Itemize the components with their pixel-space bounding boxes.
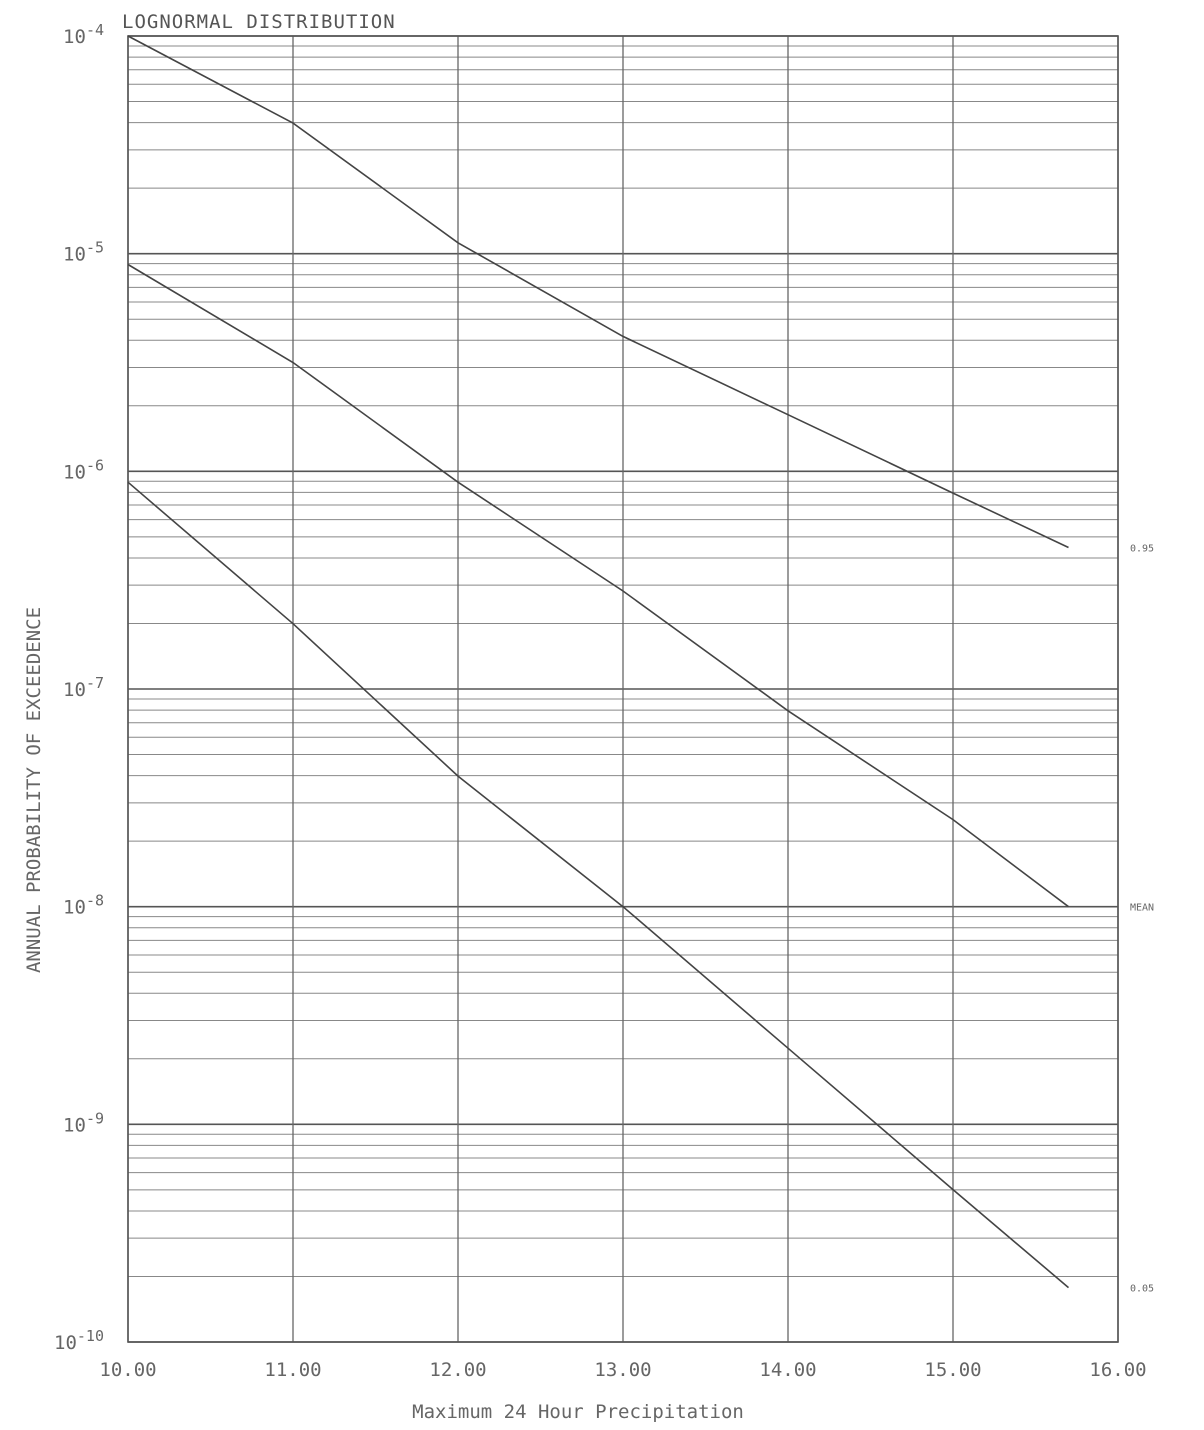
series-label: MEAN	[1130, 903, 1154, 914]
y-tick-label: 10-8	[63, 892, 104, 919]
series-line	[127, 35, 1069, 549]
series-label: 0.95	[1130, 544, 1154, 555]
series-lines	[127, 35, 1070, 1289]
series-line	[127, 263, 1069, 908]
y-tick-labels: 10-4 10-5 10-6 10-7 10-8 10-9 10-10	[54, 21, 104, 1354]
y-tick-label: 10-9	[63, 1109, 104, 1136]
x-tick-label: 11.00	[264, 1359, 321, 1381]
x-tick-label: 10.00	[99, 1359, 156, 1381]
y-tick-label: 10-4	[63, 21, 104, 48]
y-tick-label: 10-7	[63, 674, 104, 701]
y-tick-label: 10-10	[54, 1327, 104, 1354]
grid	[127, 35, 1119, 1343]
x-tick-label: 14.00	[759, 1359, 816, 1381]
x-tick-labels: 10.00 11.00 12.00 13.00 14.00 15.00 16.00	[99, 1359, 1146, 1381]
x-axis-label: Maximum 24 Hour Precipitation	[412, 1401, 744, 1423]
y-axis-label: ANNUAL PROBABILITY OF EXCEEDENCE	[23, 607, 45, 973]
x-tick-label: 15.00	[924, 1359, 981, 1381]
series-line	[127, 481, 1070, 1289]
y-tick-label: 10-6	[63, 456, 104, 483]
x-tick-label: 13.00	[594, 1359, 651, 1381]
y-tick-label: 10-5	[63, 239, 104, 266]
series-labels: 0.95 MEAN 0.05	[1130, 544, 1154, 1295]
chart-title: LOGNORMAL DISTRIBUTION	[122, 11, 396, 33]
series-label: 0.05	[1130, 1284, 1154, 1295]
x-tick-label: 12.00	[429, 1359, 486, 1381]
plot-frame	[127, 35, 1119, 1343]
x-tick-label: 16.00	[1089, 1359, 1146, 1381]
